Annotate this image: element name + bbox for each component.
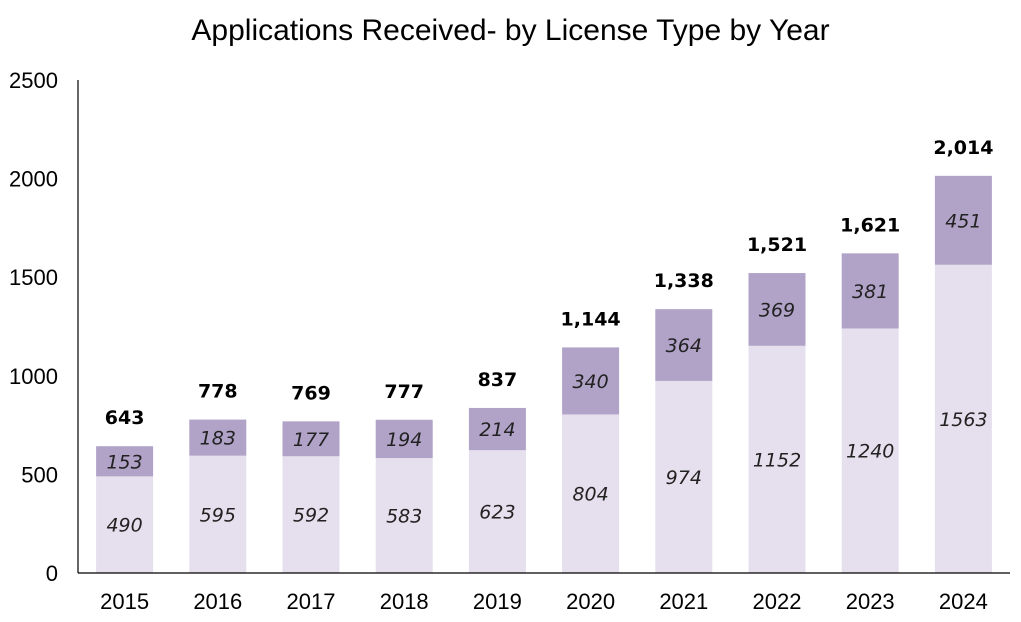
data-label: 153 xyxy=(106,451,142,473)
total-label: 777 xyxy=(384,381,424,403)
total-label: 769 xyxy=(291,382,331,404)
bar-segment xyxy=(562,414,620,573)
data-label: 595 xyxy=(200,504,236,526)
total-label: 837 xyxy=(478,369,518,391)
bar-segment xyxy=(841,328,899,573)
data-label: 1240 xyxy=(846,441,894,463)
data-label: 177 xyxy=(293,429,329,451)
x-tick-label: 2018 xyxy=(380,589,429,614)
bar-segment xyxy=(748,345,806,573)
x-tick-label: 2015 xyxy=(100,589,149,614)
y-tick-label: 2000 xyxy=(9,167,58,192)
data-label: 1152 xyxy=(753,449,801,471)
bar-segment xyxy=(468,407,526,451)
y-tick-label: 1500 xyxy=(9,265,58,290)
bar-segment xyxy=(655,309,713,381)
total-label: 1,621 xyxy=(840,214,900,236)
total-label: 778 xyxy=(198,381,238,403)
x-tick-label: 2021 xyxy=(659,589,708,614)
x-tick-label: 2024 xyxy=(939,589,988,614)
bar-segment xyxy=(841,253,899,329)
bar-segment xyxy=(655,380,713,573)
data-label: 214 xyxy=(479,419,515,441)
bar-segment xyxy=(934,175,992,265)
x-tick-label: 2016 xyxy=(193,589,242,614)
data-label: 369 xyxy=(759,299,795,321)
data-label: 340 xyxy=(572,371,608,393)
y-tick-label: 2500 xyxy=(9,68,58,93)
total-label: 1,338 xyxy=(654,270,714,292)
data-label: 381 xyxy=(852,281,888,303)
chart-title: Applications Received- by License Type b… xyxy=(191,14,830,47)
total-label: 643 xyxy=(105,407,145,429)
bar-segment xyxy=(468,450,526,573)
data-label: 804 xyxy=(572,484,608,506)
data-label: 194 xyxy=(386,429,422,451)
x-tick-label: 2017 xyxy=(287,589,336,614)
data-label: 451 xyxy=(945,210,981,232)
total-label: 1,521 xyxy=(747,234,807,256)
data-label: 592 xyxy=(293,505,329,527)
y-tick-label: 0 xyxy=(46,561,58,586)
bar-segment xyxy=(189,455,247,573)
x-tick-label: 2022 xyxy=(753,589,802,614)
total-label: 1,144 xyxy=(561,308,621,330)
x-tick-label: 2019 xyxy=(473,589,522,614)
bar-segment xyxy=(96,446,154,477)
data-label: 364 xyxy=(666,335,702,357)
data-label: 623 xyxy=(479,502,515,524)
y-tick-label: 500 xyxy=(21,462,58,487)
data-label: 583 xyxy=(386,506,422,528)
total-label: 2,014 xyxy=(933,137,993,159)
bar-segment xyxy=(189,419,247,456)
bar-segment xyxy=(96,476,154,573)
bar-segment xyxy=(282,456,340,573)
x-tick-label: 2020 xyxy=(566,589,615,614)
y-tick-label: 1000 xyxy=(9,364,58,389)
data-label: 974 xyxy=(666,467,702,489)
data-label: 1563 xyxy=(939,409,987,431)
x-tick-label: 2023 xyxy=(846,589,895,614)
data-label: 183 xyxy=(200,428,236,450)
bar-segment xyxy=(934,264,992,573)
bar-segment xyxy=(748,273,806,346)
bar-segment xyxy=(282,421,340,457)
bar-segment xyxy=(562,347,620,415)
data-label: 490 xyxy=(106,515,142,537)
bar-segment xyxy=(375,419,433,459)
bar-segment xyxy=(375,458,433,573)
